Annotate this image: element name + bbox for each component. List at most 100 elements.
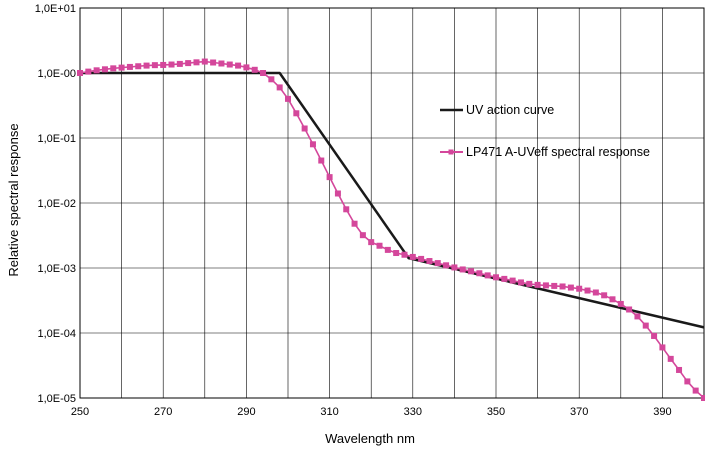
legend-label-uv-action-curve: UV action curve xyxy=(466,103,554,117)
data-point-lp471 xyxy=(493,274,499,281)
data-point-lp471 xyxy=(701,395,705,401)
data-point-lp471 xyxy=(401,251,408,258)
x-tick-label: 330 xyxy=(404,406,422,418)
data-point-lp471 xyxy=(235,62,242,69)
series-line-lp471-response xyxy=(79,60,705,399)
data-point-lp471 xyxy=(551,282,558,289)
legend-marker-lp471-response xyxy=(448,149,454,155)
series-line-uv-action-curve xyxy=(80,71,705,329)
data-point-lp471 xyxy=(351,220,358,227)
data-point-lp471 xyxy=(343,206,350,213)
data-point-lp471 xyxy=(567,284,574,291)
data-point-lp471 xyxy=(393,250,400,257)
data-point-lp471 xyxy=(534,281,541,288)
legend: UV action curve LP471 A-UVeff spectral r… xyxy=(440,103,650,159)
data-point-lp471 xyxy=(218,60,225,67)
x-tick-label: 310 xyxy=(320,406,338,418)
data-point-lp471 xyxy=(185,60,192,67)
data-point-lp471 xyxy=(210,59,217,66)
grid-lines xyxy=(80,8,704,398)
data-point-lp471 xyxy=(376,242,383,249)
data-point-lp471 xyxy=(101,66,108,73)
series-layer xyxy=(77,58,705,401)
data-point-lp471 xyxy=(326,174,333,181)
data-point-lp471 xyxy=(468,268,475,275)
legend-label-lp471-response: LP471 A-UVeff spectral response xyxy=(466,145,650,159)
x-axis-title: Wavelength nm xyxy=(325,431,415,446)
data-point-lp471 xyxy=(684,378,691,385)
data-point-lp471 xyxy=(617,300,624,307)
data-point-lp471 xyxy=(443,262,450,269)
data-point-lp471 xyxy=(334,190,341,197)
y-tick-label: 1,0E-02 xyxy=(37,198,76,210)
data-point-lp471 xyxy=(426,258,433,265)
data-point-lp471 xyxy=(110,65,117,72)
data-point-lp471 xyxy=(692,387,699,394)
data-point-lp471 xyxy=(77,70,83,76)
data-point-lp471 xyxy=(318,157,325,164)
y-axis-title: Relative spectral response xyxy=(6,123,21,276)
data-point-lp471 xyxy=(459,266,466,273)
x-tick-label: 290 xyxy=(237,406,255,418)
data-point-lp471 xyxy=(501,275,508,282)
y-tick-label: 1,0E-05 xyxy=(37,393,76,405)
data-point-lp471 xyxy=(676,366,683,373)
data-point-lp471 xyxy=(309,141,316,148)
data-point-lp471 xyxy=(509,277,516,284)
data-point-lp471 xyxy=(659,344,666,351)
data-point-lp471 xyxy=(359,232,366,239)
x-tick-label: 370 xyxy=(570,406,588,418)
data-point-lp471 xyxy=(293,110,300,117)
y-tick-label: 1,0E-01 xyxy=(37,133,76,145)
data-point-lp471 xyxy=(584,287,591,294)
y-tick-label: 1,0E-00 xyxy=(37,68,76,80)
data-point-lp471 xyxy=(176,60,183,67)
data-point-lp471 xyxy=(126,63,133,70)
data-point-lp471 xyxy=(368,239,375,246)
data-point-lp471 xyxy=(642,322,649,329)
data-point-lp471 xyxy=(226,61,233,68)
data-point-lp471 xyxy=(168,61,175,68)
data-point-lp471 xyxy=(609,296,616,303)
data-point-lp471 xyxy=(160,61,167,68)
data-point-lp471 xyxy=(526,280,533,287)
data-point-lp471 xyxy=(592,289,599,296)
y-tick-label: 1,0E+01 xyxy=(35,3,76,15)
data-point-lp471 xyxy=(276,84,283,91)
data-point-lp471 xyxy=(418,255,425,262)
data-point-lp471 xyxy=(85,68,92,75)
x-tick-label: 270 xyxy=(154,406,172,418)
data-point-lp471 xyxy=(384,246,391,253)
y-tick-label: 1,0E-03 xyxy=(37,263,76,275)
data-point-lp471 xyxy=(143,62,150,69)
data-point-lp471 xyxy=(193,59,200,66)
data-point-lp471 xyxy=(151,62,158,69)
y-tick-label: 1,0E-04 xyxy=(37,328,76,340)
data-point-lp471 xyxy=(285,95,291,102)
tick-labels: 250 270 290 310 330 350 370 390 1,0E+01 1,0E-00 1,… xyxy=(35,3,672,418)
data-point-lp471 xyxy=(576,285,583,292)
data-point-lp471 xyxy=(118,64,125,71)
data-point-lp471 xyxy=(268,76,275,83)
data-point-lp471 xyxy=(667,355,674,362)
data-point-lp471 xyxy=(251,66,258,73)
data-point-lp471 xyxy=(409,253,416,260)
data-point-lp471 xyxy=(135,63,142,70)
data-point-lp471 xyxy=(451,264,458,271)
data-point-lp471 xyxy=(484,272,491,279)
data-point-lp471 xyxy=(243,64,250,71)
data-point-lp471 xyxy=(93,67,100,74)
data-point-lp471 xyxy=(434,260,441,267)
data-point-lp471 xyxy=(634,313,641,320)
data-point-lp471 xyxy=(260,70,267,76)
data-point-lp471 xyxy=(542,282,549,289)
data-point-lp471 xyxy=(626,306,633,313)
data-point-lp471 xyxy=(559,283,566,290)
data-point-lp471 xyxy=(651,332,658,339)
data-point-lp471 xyxy=(476,270,483,277)
data-point-lp471 xyxy=(301,125,308,132)
x-tick-label: 250 xyxy=(71,406,89,418)
data-point-lp471 xyxy=(201,58,208,65)
x-tick-label: 350 xyxy=(487,406,505,418)
